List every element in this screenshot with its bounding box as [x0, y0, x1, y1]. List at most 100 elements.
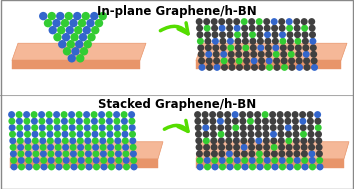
Circle shape — [315, 124, 322, 131]
Circle shape — [262, 111, 269, 118]
Circle shape — [293, 150, 301, 157]
Circle shape — [218, 18, 225, 25]
Circle shape — [93, 163, 100, 170]
Circle shape — [213, 57, 220, 64]
Circle shape — [211, 150, 218, 157]
Circle shape — [265, 44, 272, 51]
Circle shape — [301, 144, 308, 151]
Circle shape — [280, 51, 287, 58]
Circle shape — [299, 111, 306, 118]
Circle shape — [225, 137, 232, 144]
Circle shape — [210, 124, 217, 131]
Circle shape — [107, 137, 114, 144]
Circle shape — [91, 26, 99, 34]
Circle shape — [38, 111, 45, 118]
Circle shape — [307, 124, 314, 131]
Text: In-plane Graphene/h-BN: In-plane Graphene/h-BN — [97, 5, 257, 18]
Circle shape — [90, 12, 98, 20]
Circle shape — [196, 18, 203, 25]
Circle shape — [76, 111, 82, 118]
Circle shape — [278, 131, 285, 138]
Circle shape — [293, 25, 301, 32]
Circle shape — [284, 111, 291, 118]
Circle shape — [79, 33, 87, 41]
Circle shape — [99, 131, 106, 138]
Circle shape — [86, 19, 95, 27]
Circle shape — [33, 150, 39, 157]
Circle shape — [10, 157, 17, 164]
Circle shape — [308, 144, 315, 151]
Circle shape — [48, 26, 57, 34]
Circle shape — [228, 64, 235, 71]
Circle shape — [302, 38, 309, 45]
Polygon shape — [10, 159, 158, 168]
Circle shape — [286, 163, 293, 170]
Circle shape — [54, 124, 61, 131]
Circle shape — [92, 144, 99, 151]
Circle shape — [32, 131, 39, 138]
Circle shape — [301, 157, 308, 164]
Circle shape — [308, 150, 315, 157]
Circle shape — [100, 157, 107, 164]
Circle shape — [105, 111, 113, 118]
Circle shape — [300, 137, 307, 144]
Circle shape — [62, 131, 69, 138]
Circle shape — [248, 137, 255, 144]
Circle shape — [195, 124, 202, 131]
Circle shape — [233, 18, 240, 25]
Circle shape — [266, 57, 273, 64]
Circle shape — [76, 118, 83, 125]
Circle shape — [39, 12, 47, 20]
Circle shape — [10, 144, 17, 151]
Polygon shape — [196, 60, 341, 69]
Circle shape — [225, 144, 233, 151]
Circle shape — [202, 124, 209, 131]
Circle shape — [278, 144, 285, 151]
Polygon shape — [196, 159, 344, 168]
Circle shape — [203, 137, 210, 144]
Circle shape — [234, 31, 241, 38]
Circle shape — [293, 18, 300, 25]
Circle shape — [217, 124, 224, 131]
Circle shape — [314, 111, 321, 118]
Circle shape — [270, 137, 277, 144]
Circle shape — [279, 25, 286, 32]
Circle shape — [277, 124, 284, 131]
Circle shape — [115, 157, 122, 164]
Circle shape — [196, 157, 203, 164]
Circle shape — [241, 163, 249, 170]
Circle shape — [121, 124, 128, 131]
Circle shape — [18, 157, 25, 164]
Circle shape — [24, 144, 32, 151]
Circle shape — [91, 124, 98, 131]
Circle shape — [239, 111, 246, 118]
Circle shape — [218, 144, 225, 151]
Circle shape — [303, 51, 310, 58]
Circle shape — [30, 111, 38, 118]
Circle shape — [67, 40, 75, 48]
Circle shape — [219, 163, 226, 170]
Circle shape — [197, 38, 204, 45]
Circle shape — [263, 131, 269, 138]
Circle shape — [289, 64, 296, 71]
Circle shape — [39, 137, 46, 144]
Circle shape — [55, 150, 62, 157]
Circle shape — [251, 57, 258, 64]
Circle shape — [232, 124, 239, 131]
Circle shape — [234, 25, 241, 32]
Circle shape — [195, 137, 202, 144]
Circle shape — [293, 144, 300, 151]
Circle shape — [265, 51, 272, 58]
Circle shape — [241, 25, 248, 32]
Circle shape — [53, 111, 60, 118]
Circle shape — [294, 157, 301, 164]
Polygon shape — [12, 60, 140, 69]
Circle shape — [287, 44, 294, 51]
Circle shape — [205, 51, 212, 58]
Circle shape — [78, 150, 84, 157]
Circle shape — [9, 137, 16, 144]
Circle shape — [264, 25, 270, 32]
Circle shape — [85, 144, 92, 151]
Circle shape — [274, 64, 280, 71]
Circle shape — [309, 157, 316, 164]
